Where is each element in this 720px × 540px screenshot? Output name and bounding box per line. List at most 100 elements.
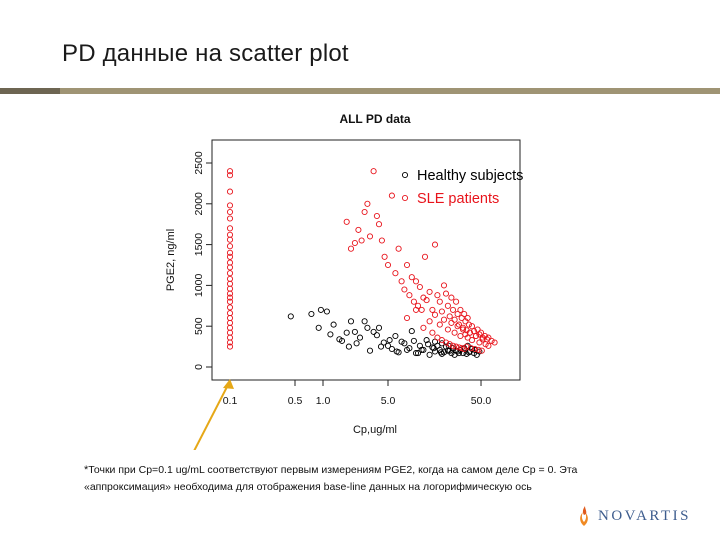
- data-point: [449, 342, 457, 349]
- footnote-text-1: Точки при Cp=0.1 ug/mL соответствуют пер…: [88, 464, 578, 476]
- data-point: [434, 292, 441, 299]
- data-point: [426, 288, 433, 295]
- data-point: [366, 233, 374, 240]
- data-point: [423, 297, 430, 304]
- data-point: [455, 350, 463, 357]
- data-point: [347, 318, 355, 325]
- data-point: [358, 237, 365, 244]
- data-point: [327, 331, 334, 338]
- y-axis-label: PGE2, ng/ml: [165, 229, 177, 291]
- data-point: [465, 321, 472, 328]
- data-point: [444, 326, 451, 333]
- x-axis: 0.1 0.5 1.0 5.0 50.0: [223, 379, 491, 407]
- data-point: [384, 261, 392, 269]
- data-point: [226, 319, 234, 326]
- data-point: [226, 329, 234, 336]
- data-point: [440, 316, 448, 323]
- data-point: [377, 343, 385, 350]
- x-tick-label: 5.0: [381, 395, 396, 407]
- data-point: [414, 350, 422, 357]
- data-point: [226, 202, 234, 209]
- data-point: [440, 282, 448, 289]
- x-axis-label: Cp,ug/ml: [353, 424, 397, 436]
- data-point: [226, 290, 234, 297]
- data-point: [434, 334, 441, 341]
- data-point: [361, 208, 368, 216]
- data-point: [431, 311, 439, 318]
- data-point: [361, 318, 368, 325]
- legend-label-healthy: Healthy subjects: [417, 168, 523, 184]
- y-tick-label: 1000: [193, 274, 205, 298]
- data-point: [381, 253, 388, 260]
- data-point: [401, 286, 408, 293]
- data-point: [426, 318, 433, 325]
- logo-text: NOVARTIS: [598, 507, 692, 524]
- data-point: [226, 343, 234, 350]
- data-point: [323, 308, 330, 315]
- data-point: [408, 274, 415, 281]
- data-point: [448, 294, 455, 301]
- data-point: [446, 313, 453, 320]
- footnote-line-1: *Точки при Cp=0.1 ug/mL соответствуют пе…: [84, 462, 644, 479]
- data-point: [347, 245, 355, 252]
- data-point: [491, 339, 498, 346]
- data-point: [375, 324, 383, 331]
- data-point: [226, 339, 234, 346]
- data-point: [478, 347, 485, 354]
- data-point: [351, 239, 358, 247]
- data-point: [345, 343, 352, 350]
- data-point: [430, 345, 437, 352]
- data-point: [373, 212, 380, 220]
- data-point: [226, 243, 234, 250]
- scatter-chart: ALL PD data 0.1 0.5 1.0 5.0 50.0 0 500 1000 150…: [165, 112, 523, 450]
- data-point: [226, 334, 234, 341]
- y-tick-label: 2500: [193, 151, 205, 175]
- data-point: [446, 347, 453, 354]
- data-point: [356, 334, 364, 341]
- data-point: [330, 321, 337, 328]
- data-point: [308, 310, 315, 318]
- data-point: [423, 337, 430, 344]
- data-point: [380, 339, 387, 346]
- data-point: [392, 270, 399, 277]
- data-point: [476, 339, 483, 346]
- data-point: [431, 241, 439, 248]
- data-point: [453, 343, 460, 350]
- data-point: [226, 225, 234, 232]
- data-point: [226, 208, 234, 216]
- data-point: [393, 348, 400, 355]
- title-divider: [0, 88, 720, 94]
- data-point: [370, 328, 377, 335]
- data-point: [420, 324, 427, 331]
- data-point: [410, 298, 417, 305]
- data-point: [401, 340, 408, 347]
- x-tick-label: 0.5: [288, 395, 303, 407]
- data-point: [488, 337, 495, 344]
- data-point: [226, 168, 234, 175]
- data-point: [366, 347, 374, 354]
- data-point: [468, 323, 476, 330]
- data-point: [454, 310, 461, 318]
- data-point: [226, 231, 234, 238]
- data-point: [466, 329, 473, 336]
- data-point: [353, 340, 360, 347]
- data-point: [429, 329, 436, 336]
- legend: Healthy subjects SLE patients: [401, 168, 523, 207]
- data-point: [438, 308, 445, 315]
- data-point: [395, 245, 402, 252]
- data-point: [471, 345, 478, 353]
- data-point: [457, 332, 464, 340]
- footnote: *Точки при Cp=0.1 ug/mL соответствуют пе…: [84, 462, 644, 496]
- data-point: [442, 290, 450, 297]
- data-point: [226, 264, 234, 271]
- data-point: [444, 302, 451, 309]
- legend-marker-healthy: [401, 171, 409, 179]
- data-point: [226, 324, 234, 331]
- data-point: [468, 337, 476, 344]
- data-point: [406, 292, 413, 299]
- data-point: [384, 342, 392, 349]
- series-healthy: [287, 306, 483, 358]
- data-point: [454, 323, 461, 330]
- data-point: [412, 350, 420, 357]
- data-point: [388, 192, 395, 199]
